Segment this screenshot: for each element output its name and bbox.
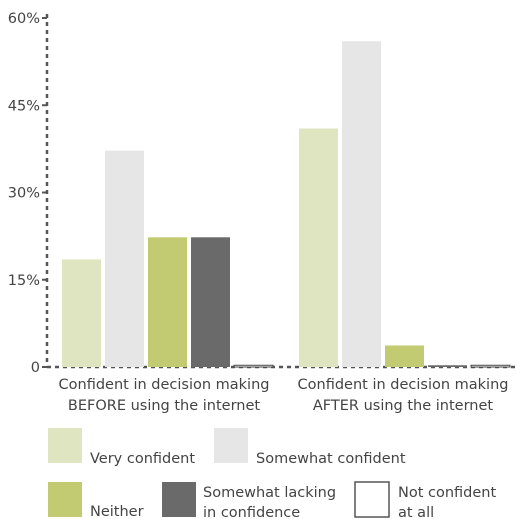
legend-label-not-confident-at-all: at all — [398, 505, 434, 519]
legend-swatch-not-confident-at-all — [355, 482, 389, 517]
bar-very-confident-before — [62, 259, 101, 367]
bar-somewhat-lacking-in-confidence-before — [191, 237, 230, 367]
bar-somewhat-lacking-in-confidence-after — [428, 365, 467, 367]
bar-not-confident-at-all-after — [471, 365, 510, 367]
bar-somewhat-confident-after — [342, 41, 381, 367]
legend-label-neither: Neither — [90, 504, 144, 519]
legend: Very confident Somewhat confident Neither S… — [48, 428, 496, 519]
bars — [62, 41, 510, 367]
bar-very-confident-after — [299, 129, 338, 367]
legend-swatch-somewhat-lacking-in-confidence — [162, 482, 196, 517]
bar-neither-before — [148, 237, 187, 367]
bar-not-confident-at-all-before — [234, 365, 273, 367]
legend-label-somewhat-lacking-in-confidence: in confidence — [203, 505, 300, 519]
legend-label-somewhat-confident: Somewhat confident — [256, 451, 406, 467]
y-tick-label: 30% — [8, 186, 40, 202]
legend-swatch-neither — [48, 482, 82, 517]
category-labels: Confident in decision making BEFORE using… — [59, 377, 509, 414]
category-label: BEFORE using the internet — [68, 398, 261, 414]
bar-neither-after — [385, 345, 424, 367]
y-tick-label: 45% — [8, 98, 40, 114]
category-label: AFTER using the internet — [313, 398, 494, 414]
category-label: Confident in decision making — [298, 377, 509, 393]
category-label: Confident in decision making — [59, 377, 270, 393]
y-tick-label: 0 — [31, 360, 40, 376]
legend-swatch-very-confident — [48, 428, 82, 463]
legend-label-very-confident: Very confident — [90, 451, 195, 467]
y-tick-label: 60% — [8, 11, 40, 27]
legend-label-not-confident-at-all: Not confident — [398, 485, 496, 501]
bar-somewhat-confident-before — [105, 151, 144, 367]
y-tick-label: 15% — [8, 273, 40, 289]
legend-swatch-somewhat-confident — [214, 428, 248, 463]
legend-label-somewhat-lacking-in-confidence: Somewhat lacking — [203, 485, 336, 501]
